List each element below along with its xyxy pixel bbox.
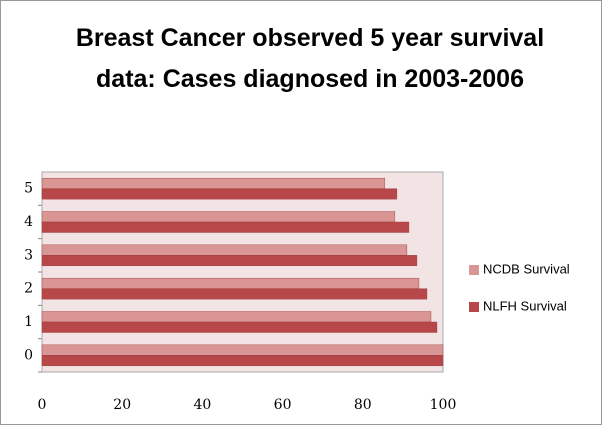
bar	[41, 277, 420, 289]
x-tick-label: 0	[38, 397, 47, 413]
bar	[41, 177, 386, 189]
bar	[41, 288, 428, 300]
legend-swatch	[469, 265, 479, 275]
bar	[41, 188, 398, 200]
legend-swatch	[469, 302, 479, 312]
bar	[41, 344, 444, 356]
y-tick-label: 5	[24, 181, 33, 197]
bar	[41, 221, 410, 233]
y-tick-label: 1	[24, 314, 33, 330]
legend-label: NLFH Survival	[483, 298, 567, 313]
x-tick-label: 100	[430, 397, 457, 413]
y-tick-label: 0	[24, 347, 33, 363]
bar	[41, 244, 408, 256]
x-tick-label: 60	[274, 397, 292, 413]
x-tick-label: 80	[354, 397, 372, 413]
y-tick-label: 3	[24, 247, 33, 263]
x-tick-label: 20	[113, 397, 131, 413]
y-tick-label: 4	[24, 214, 33, 230]
bar	[41, 311, 432, 323]
chart-title: Breast Cancer observed 5 year survival d…	[75, 24, 545, 93]
y-tick-label: 2	[24, 281, 33, 297]
legend-label: NCDB Survival	[483, 261, 570, 276]
bar	[41, 355, 444, 367]
x-tick-label: 40	[193, 397, 211, 413]
bar	[41, 211, 396, 223]
bar	[41, 321, 438, 333]
plot-area	[41, 171, 444, 373]
bar	[41, 255, 418, 267]
